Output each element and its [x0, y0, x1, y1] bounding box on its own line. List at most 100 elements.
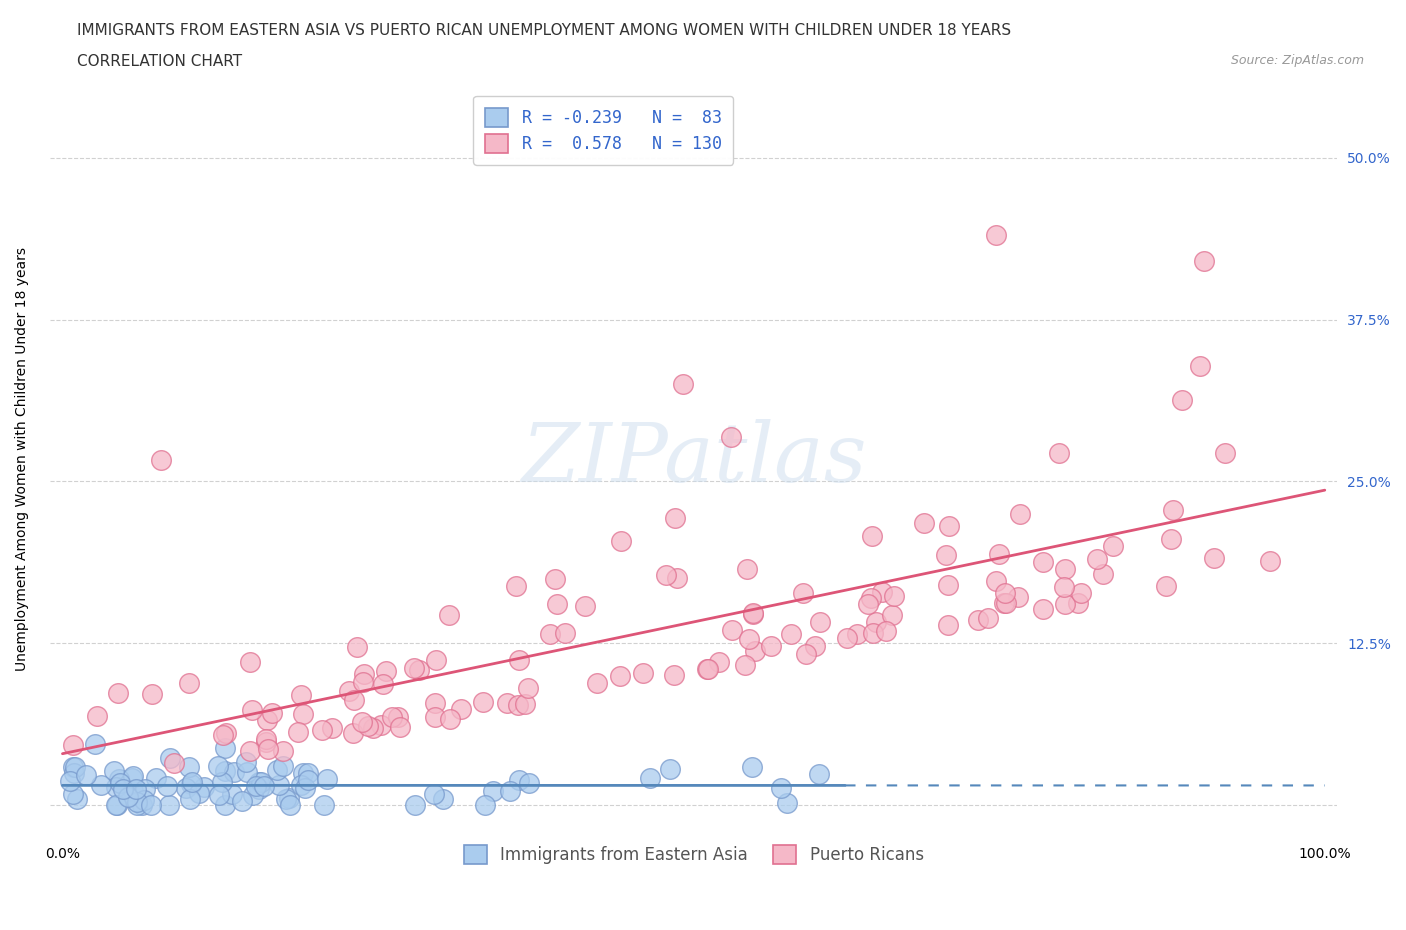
Point [856, 597, 879, 612]
Point [107, 685, 129, 700]
Point [342, 725, 364, 740]
Point [75, 768, 97, 783]
Point [65, 760, 87, 775]
Point [870, 585, 893, 600]
Point [883, 588, 905, 603]
Point [363, 721, 385, 736]
Legend: Immigrants from Eastern Asia, Puerto Ricans: Immigrants from Eastern Asia, Puerto Ric… [457, 838, 931, 870]
Point [423, 787, 446, 802]
Point [966, 612, 988, 627]
Point [1192, 254, 1215, 269]
Point [696, 662, 718, 677]
Point [291, 766, 314, 781]
Point [122, 784, 145, 799]
Point [290, 688, 312, 703]
Point [846, 626, 869, 641]
Point [247, 781, 270, 796]
Point [505, 578, 527, 593]
Point [408, 662, 430, 677]
Point [90, 777, 112, 792]
Point [506, 698, 529, 712]
Point [1188, 359, 1211, 374]
Point [134, 782, 156, 797]
Point [157, 798, 180, 813]
Point [735, 562, 758, 577]
Point [62, 738, 84, 753]
Point [439, 711, 461, 726]
Point [517, 776, 540, 790]
Point [181, 774, 204, 789]
Point [131, 798, 153, 813]
Point [176, 780, 198, 795]
Point [875, 624, 897, 639]
Point [935, 547, 957, 562]
Point [450, 702, 472, 717]
Point [267, 777, 290, 792]
Point [977, 611, 1000, 626]
Point [86, 709, 108, 724]
Point [631, 665, 654, 680]
Point [938, 519, 960, 534]
Point [62, 787, 84, 802]
Point [387, 710, 409, 724]
Point [742, 607, 765, 622]
Point [654, 567, 676, 582]
Point [474, 798, 496, 813]
Point [105, 798, 128, 813]
Point [554, 625, 576, 640]
Point [835, 631, 858, 645]
Point [402, 660, 425, 675]
Point [370, 717, 392, 732]
Point [254, 735, 277, 750]
Point [1053, 579, 1076, 594]
Point [994, 586, 1017, 601]
Point [212, 727, 235, 742]
Point [1091, 566, 1114, 581]
Point [912, 515, 935, 530]
Point [1154, 578, 1177, 593]
Point [239, 654, 262, 669]
Point [108, 775, 131, 790]
Point [245, 778, 267, 793]
Point [1070, 586, 1092, 601]
Point [1067, 596, 1090, 611]
Point [59, 773, 82, 788]
Point [337, 684, 360, 698]
Point [256, 712, 278, 727]
Point [776, 796, 799, 811]
Point [543, 571, 565, 586]
Point [792, 586, 814, 601]
Point [63, 766, 86, 781]
Point [141, 687, 163, 702]
Point [865, 615, 887, 630]
Point [150, 452, 173, 467]
Point [236, 764, 259, 779]
Point [498, 784, 520, 799]
Text: IMMIGRANTS FROM EASTERN ASIA VS PUERTO RICAN UNEMPLOYMENT AMONG WOMEN WITH CHILD: IMMIGRANTS FROM EASTERN ASIA VS PUERTO R… [77, 23, 1011, 38]
Point [808, 767, 831, 782]
Point [586, 676, 609, 691]
Point [271, 744, 294, 759]
Point [162, 755, 184, 770]
Point [208, 788, 231, 803]
Point [993, 595, 1015, 610]
Point [882, 607, 904, 622]
Point [224, 764, 246, 779]
Point [741, 760, 763, 775]
Point [145, 771, 167, 786]
Point [1171, 392, 1194, 407]
Point [984, 574, 1007, 589]
Point [321, 720, 343, 735]
Point [759, 638, 782, 653]
Point [769, 781, 792, 796]
Point [665, 570, 688, 585]
Point [804, 639, 827, 654]
Point [720, 622, 742, 637]
Point [125, 782, 148, 797]
Point [121, 771, 143, 786]
Point [1053, 596, 1076, 611]
Point [1258, 553, 1281, 568]
Point [984, 228, 1007, 243]
Point [1085, 551, 1108, 566]
Point [609, 533, 631, 548]
